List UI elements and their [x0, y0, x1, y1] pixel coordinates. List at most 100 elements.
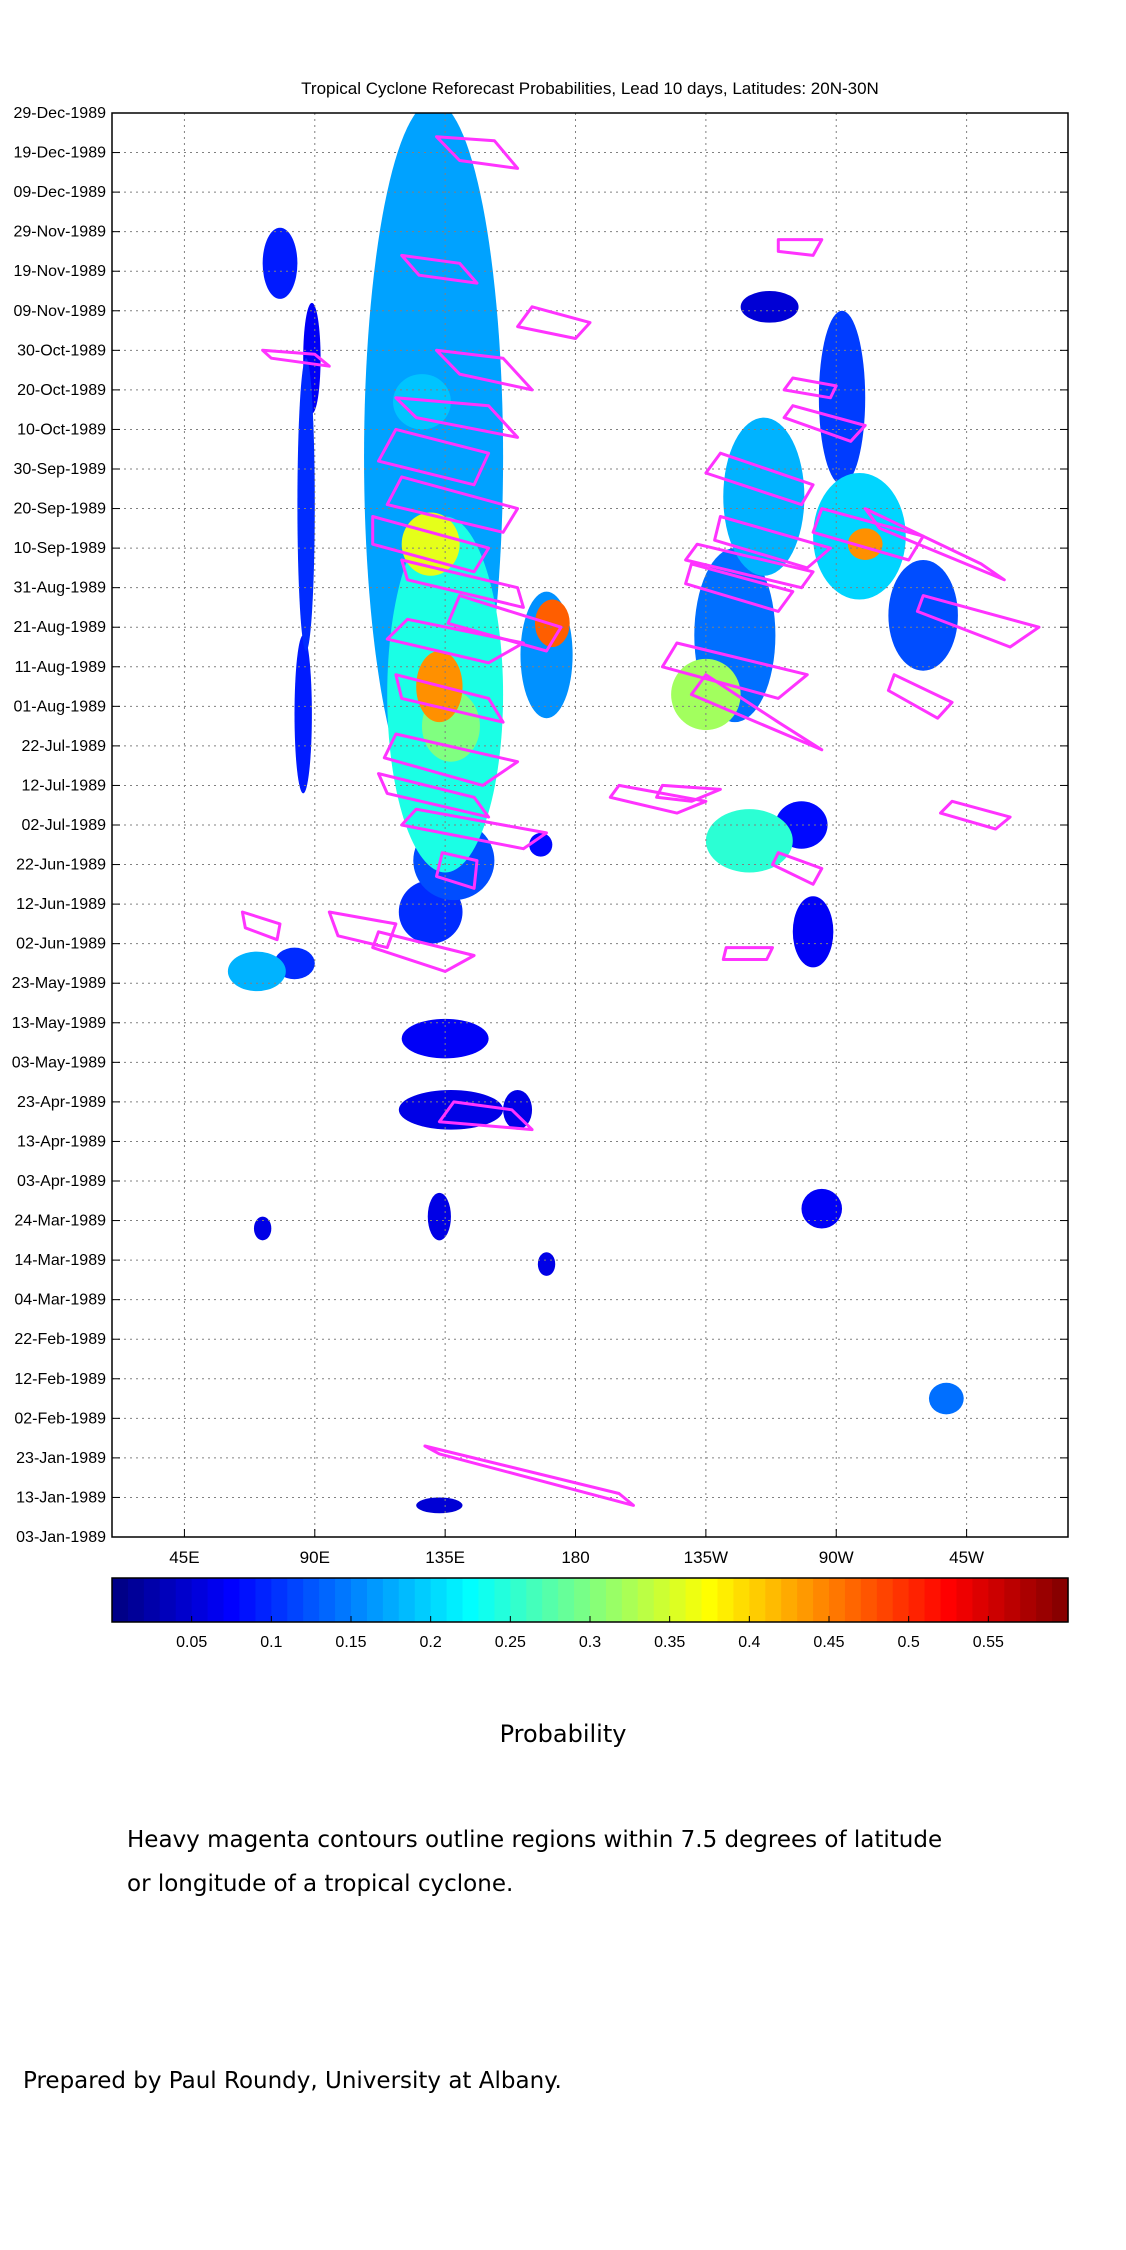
tc-contour	[684, 542, 815, 590]
colorbar-swatch	[781, 1578, 798, 1622]
colorbar-swatch	[127, 1578, 145, 1622]
y-tick-label: 30-Sep-1989	[13, 461, 106, 478]
tc-contour	[771, 851, 824, 886]
probability-field	[227, 113, 964, 1514]
tc-contour	[385, 475, 520, 534]
tc-contour	[435, 851, 479, 890]
colorbar-swatch	[191, 1578, 209, 1622]
colorbar-swatch	[478, 1578, 495, 1622]
colorbar-swatch	[558, 1578, 575, 1622]
y-tick-label: 12-Feb-1989	[14, 1371, 106, 1388]
colorbar-swatch	[844, 1578, 862, 1622]
y-tick-label: 22-Jul-1989	[22, 738, 107, 755]
probability-blob	[253, 1216, 272, 1241]
tc-contour	[704, 451, 815, 507]
tc-contour	[915, 594, 1041, 649]
colorbar-tick-label: 0.15	[335, 1634, 366, 1651]
colorbar-swatch	[590, 1578, 607, 1622]
colorbar-swatch	[398, 1578, 416, 1622]
colorbar-tick-label: 0.2	[420, 1634, 442, 1651]
colorbar-tick-label: 0.1	[260, 1634, 282, 1651]
y-tick-label: 02-Feb-1989	[14, 1410, 106, 1427]
x-tick-label: 90E	[300, 1548, 330, 1567]
y-tick-label: 11-Aug-1989	[15, 659, 106, 676]
y-tick-label: 09-Dec-1989	[14, 184, 107, 201]
colorbar-swatch	[829, 1578, 846, 1622]
x-tick-labels: 45E 90E 135E 180 135W 90W 45W	[169, 1529, 984, 1567]
colorbar-swatch	[637, 1578, 655, 1622]
colorbar-swatch	[414, 1578, 432, 1622]
y-tick-label: 12-Jul-1989	[22, 777, 107, 794]
y-tick-label: 20-Oct-1989	[17, 382, 106, 399]
colorbar-tick-label: 0.4	[738, 1634, 760, 1651]
tc-contour	[400, 558, 525, 609]
y-tick-label: 19-Dec-1989	[14, 145, 107, 162]
x-tick-label: 135W	[684, 1548, 728, 1567]
colorbar-swatch	[685, 1578, 703, 1622]
y-tick-label: 13-Apr-1989	[17, 1133, 106, 1150]
tc-contour	[689, 673, 824, 752]
colorbar-swatch	[430, 1578, 448, 1622]
tc-contour	[939, 799, 1012, 831]
y-tick-label: 01-Aug-1989	[13, 698, 106, 715]
y-tick-label: 19-Nov-1989	[14, 263, 107, 280]
probability-blob	[801, 1188, 843, 1229]
colorbar-swatch	[876, 1578, 894, 1622]
tc-contour	[371, 515, 491, 574]
y-tick-label: 24-Mar-1989	[14, 1213, 106, 1230]
tc-contour	[377, 427, 491, 487]
y-tick-label: 30-Oct-1989	[17, 342, 106, 359]
tc-contour	[261, 348, 331, 368]
hovmoller-chart: Tropical Cyclone Reforecast Probabilitie…	[12, 79, 1069, 1651]
y-tick-label: 23-Jan-1989	[16, 1450, 106, 1467]
colorbar-swatch	[319, 1578, 336, 1622]
x-tick-label: 135E	[425, 1548, 465, 1567]
contour-note: Heavy magenta contours outline regions w…	[127, 1818, 1027, 1906]
y-tick-label: 20-Sep-1989	[13, 501, 106, 518]
plot-frame	[111, 112, 1069, 1538]
y-tick-label: 22-Jun-1989	[16, 857, 106, 874]
tc-contours	[240, 135, 1041, 1507]
colorbar-swatch	[653, 1578, 671, 1622]
probability-blob	[705, 809, 793, 873]
tc-contour	[382, 732, 520, 787]
colorbar-swatch	[813, 1578, 830, 1622]
tc-contour	[400, 253, 479, 285]
y-tick-label: 13-Jan-1989	[16, 1489, 106, 1506]
colorbar-swatch	[621, 1578, 639, 1622]
tc-contour	[516, 305, 592, 340]
tc-contour	[782, 404, 867, 443]
y-tick-label: 21-Aug-1989	[13, 619, 106, 636]
probability-blob	[398, 1090, 504, 1130]
colorbar-swatch	[1036, 1578, 1053, 1622]
tc-contour	[435, 348, 534, 392]
tc-contour	[886, 673, 954, 720]
y-tick-label: 10-Sep-1989	[13, 540, 106, 557]
colorbar-swatch	[1020, 1578, 1037, 1622]
colorbar-swatch	[175, 1578, 193, 1622]
colorbar-swatch	[765, 1578, 782, 1622]
tc-contour	[394, 673, 505, 724]
tc-contour	[684, 562, 795, 613]
grid-lines	[112, 112, 1068, 1538]
contour-note-line-1: Heavy magenta contours outline regions w…	[127, 1827, 943, 1853]
colorbar-swatch	[303, 1578, 320, 1622]
colorbar-swatch	[159, 1578, 177, 1622]
colorbar-swatch	[860, 1578, 878, 1622]
probability-blob	[928, 1382, 964, 1415]
probability-blob	[888, 559, 958, 671]
colorbar-swatch	[988, 1578, 1005, 1622]
colorbar-swatch	[924, 1578, 942, 1622]
probability-blob	[294, 635, 312, 794]
y-tick-label: 31-Aug-1989	[13, 580, 106, 597]
colorbar-swatch	[366, 1578, 384, 1622]
y-tick-label: 23-Apr-1989	[17, 1094, 106, 1111]
probability-blob	[671, 658, 741, 731]
tc-contour	[660, 641, 809, 700]
tc-contour	[394, 396, 520, 439]
probability-blob	[262, 227, 298, 299]
tc-contour	[713, 515, 832, 570]
probability-blob	[227, 951, 286, 992]
colorbar-swatch	[1004, 1578, 1021, 1622]
x-tick-label: 45E	[169, 1548, 199, 1567]
